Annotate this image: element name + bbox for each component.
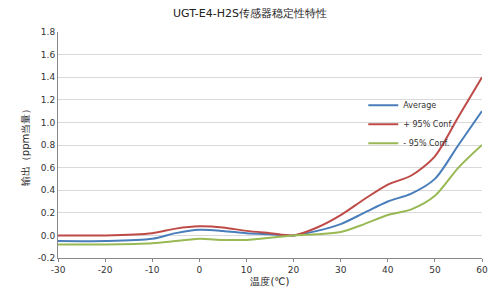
svg-text:-0.2: -0.2: [38, 253, 56, 263]
svg-text:+ 95% Conf.: + 95% Conf.: [403, 120, 453, 129]
svg-text:Average: Average: [403, 101, 436, 110]
svg-text:30: 30: [335, 265, 347, 275]
svg-text:1.0: 1.0: [41, 118, 56, 128]
svg-text:1.8: 1.8: [41, 27, 56, 37]
svg-text:温度(℃): 温度(℃): [250, 276, 289, 287]
svg-text:1.6: 1.6: [41, 50, 56, 60]
svg-text:UGT-E4-H2S传感器稳定性特性: UGT-E4-H2S传感器稳定性特性: [173, 7, 327, 20]
svg-text:-20: -20: [98, 265, 113, 275]
svg-text:- 95% Conf.: - 95% Conf.: [403, 139, 449, 148]
svg-text:20: 20: [288, 265, 300, 275]
svg-text:0.6: 0.6: [41, 163, 56, 173]
svg-text:-30: -30: [51, 265, 66, 275]
svg-text:60: 60: [476, 265, 488, 275]
svg-text:40: 40: [382, 265, 394, 275]
svg-text:0.0: 0.0: [41, 231, 56, 241]
svg-text:-10: -10: [145, 265, 160, 275]
svg-text:0.4: 0.4: [41, 185, 56, 195]
svg-text:10: 10: [241, 265, 253, 275]
svg-text:50: 50: [429, 265, 441, 275]
svg-text:1.2: 1.2: [41, 95, 55, 105]
svg-text:0.8: 0.8: [41, 140, 56, 150]
svg-text:1.4: 1.4: [41, 72, 56, 82]
svg-text:输出（ppm当量）: 输出（ppm当量）: [20, 104, 31, 186]
svg-text:0.2: 0.2: [41, 208, 55, 218]
svg-text:0: 0: [196, 265, 202, 275]
